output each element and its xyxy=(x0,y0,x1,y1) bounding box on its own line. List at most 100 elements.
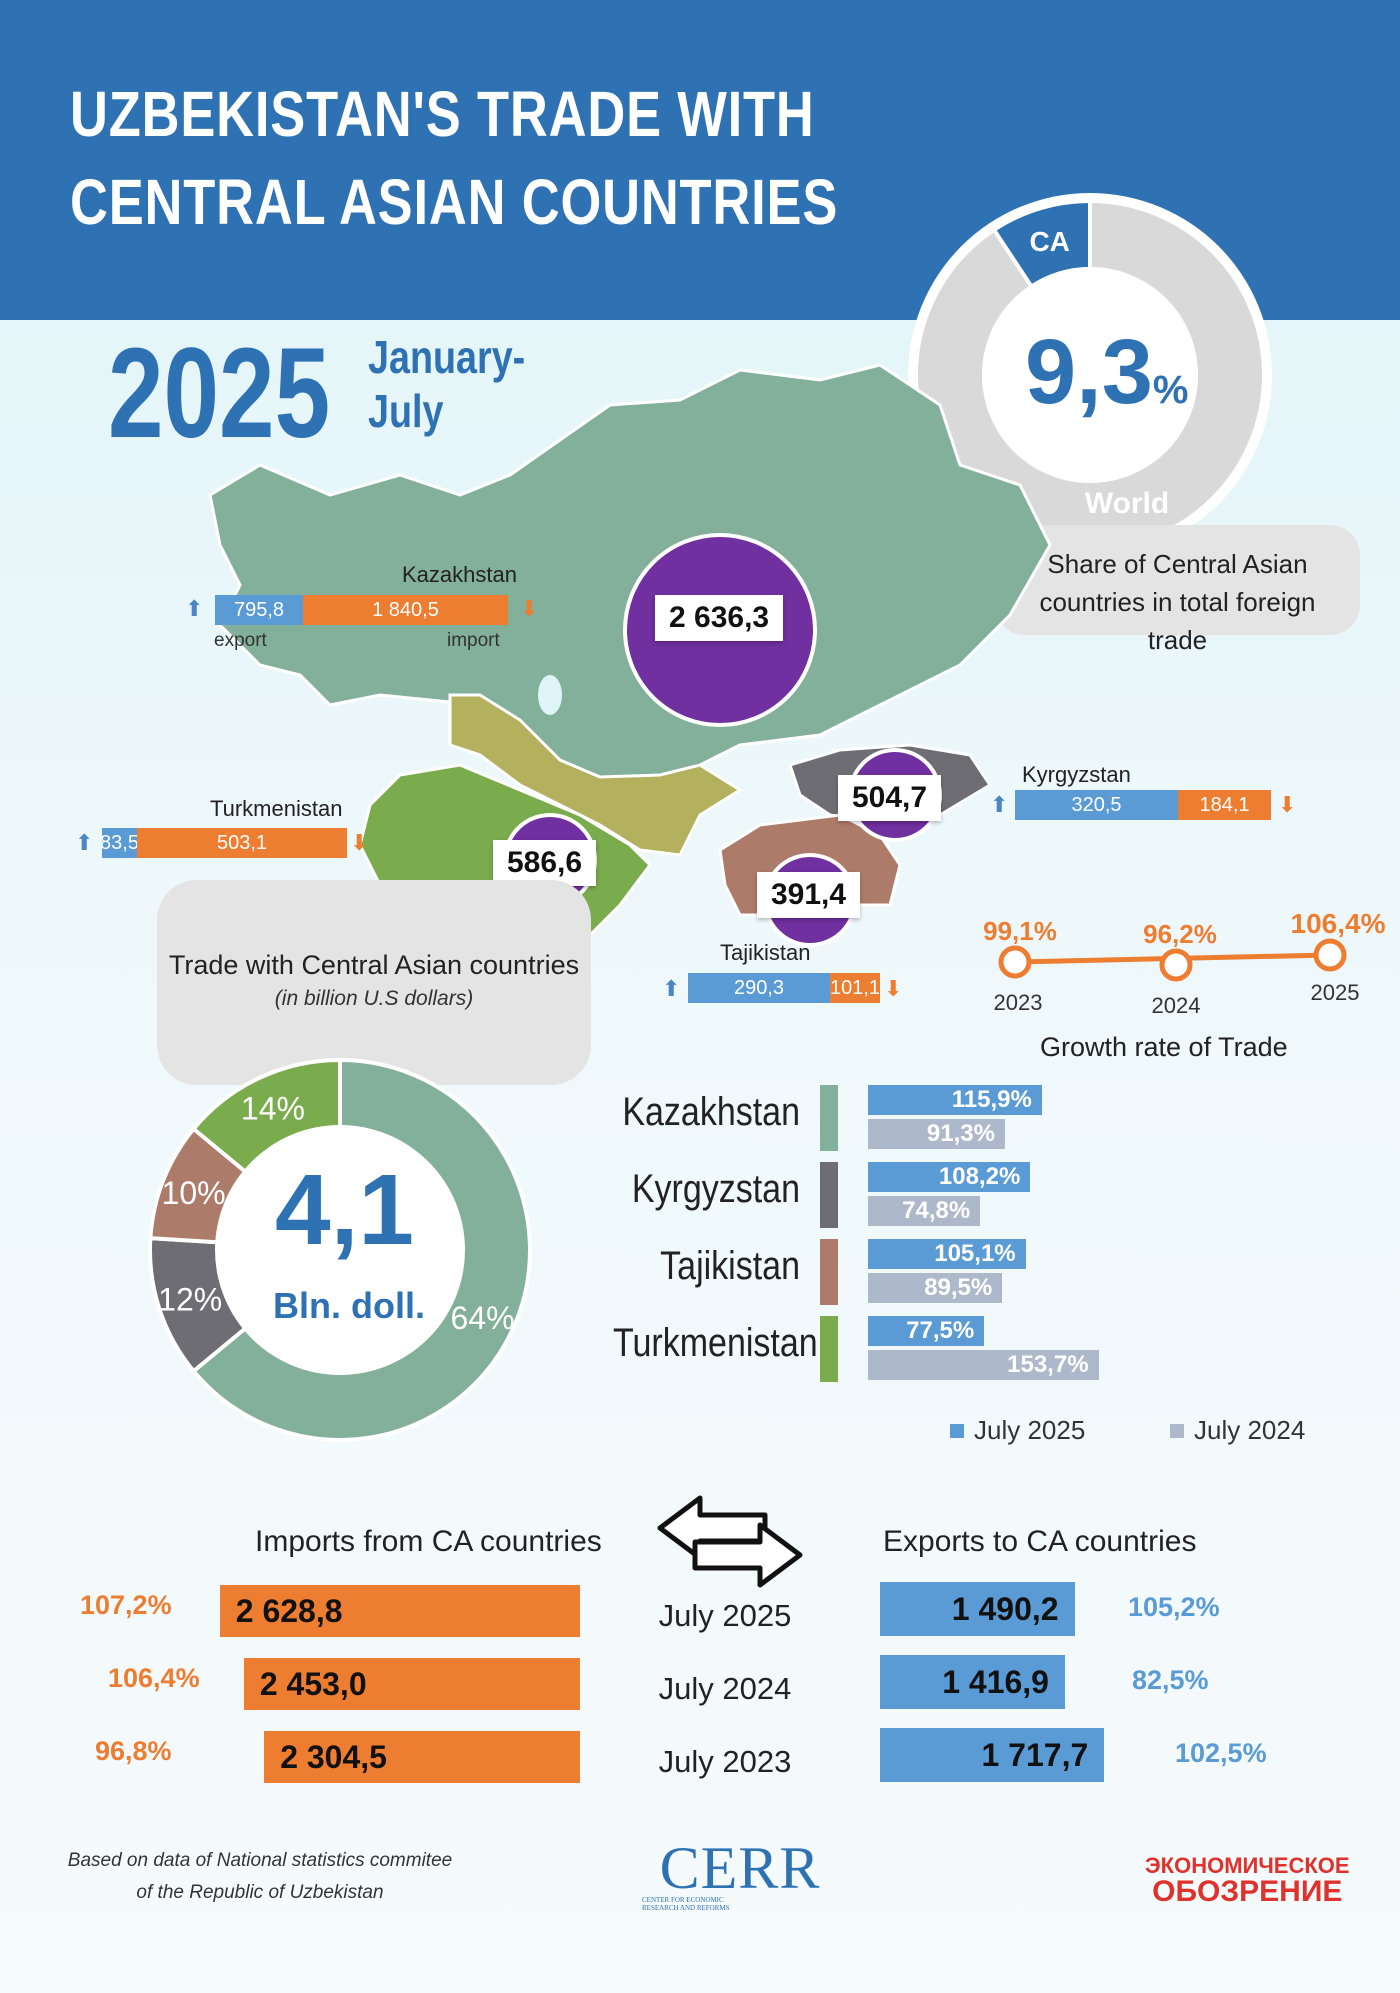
category-swatch xyxy=(820,1162,838,1228)
import-bar: 2 304,5 xyxy=(264,1731,580,1783)
bar-july-2024: 153,7% xyxy=(868,1350,1099,1380)
export-bar: 1 416,9 xyxy=(880,1655,1065,1709)
growth-year-2023: 2023 xyxy=(994,990,1043,1015)
world-label: World xyxy=(1085,487,1169,520)
growth-point-2024 xyxy=(1159,948,1193,982)
category-label: Kazakhstan xyxy=(622,1090,800,1134)
total-trade-donut: 64% 12% 10% 14% xyxy=(148,1057,532,1442)
import-bar: 2 628,8 xyxy=(219,1585,580,1637)
kyrgyzstan-total: 504,7 xyxy=(838,775,942,821)
growth-rate-chart: 99,1% 96,2% 106,4% 2023 2024 2025 xyxy=(983,908,1386,1018)
growth-value-2025: 106,4% xyxy=(1291,908,1386,939)
tajikistan-label: Tajikistan xyxy=(720,940,811,965)
growth-rate-title: Growth rate of Trade xyxy=(1040,1032,1288,1062)
turkmenistan-import: 503,1 xyxy=(137,828,347,858)
share-caption: Share of Central Asian countries in tota… xyxy=(1039,549,1316,655)
source-note: Based on data of National statistics com… xyxy=(60,1845,460,1909)
kyrgyzstan-trade-bar: 320,5 184,1 xyxy=(1015,790,1271,820)
kyrgyzstan-export: 320,5 xyxy=(1015,790,1178,820)
growth-year-2024: 2024 xyxy=(1152,993,1201,1018)
kyrgyzstan-label: Kyrgyzstan xyxy=(1022,762,1131,787)
up-arrow-icon: ⬆ xyxy=(662,976,681,1001)
category-label: Turkmenistan xyxy=(613,1321,818,1365)
turkmenistan-label: Turkmenistan xyxy=(210,796,343,821)
category-swatch xyxy=(820,1316,838,1382)
down-arrow-icon: ⬇ xyxy=(350,830,369,855)
period-label: July 2024 xyxy=(658,1671,792,1706)
bar-july-2024: 74,8% xyxy=(868,1196,981,1226)
turkmenistan-export: 83,5 xyxy=(100,828,139,858)
category-swatch xyxy=(820,1239,838,1305)
legend-swatch xyxy=(950,1423,964,1438)
country-growth-bar-chart: Kazakhstan 115,9% 91,3% Kyrgyzstan 108,2% 74,… xyxy=(580,1085,1380,1445)
period-label: July 2025 xyxy=(658,1598,792,1633)
total-trade-value: 4,1 xyxy=(275,1154,415,1266)
source-line-1: Based on data of National statistics com… xyxy=(67,1850,453,1871)
import-caption: import xyxy=(447,630,500,651)
bar-july-2025: 77,5% xyxy=(868,1316,985,1346)
share-donut-chart: CA World xyxy=(908,193,1272,557)
kazakhstan-export: 795,8 xyxy=(215,595,303,625)
kazakhstan-trade-bar: 795,8 1 840,5 xyxy=(215,595,508,625)
bar-july-2025: 105,1% xyxy=(868,1239,1026,1269)
flows-chart: 2 628,8 107,2% July 2025 1 490,2 105,2% 2 453… xyxy=(0,1570,1400,1810)
export-growth: 105,2% xyxy=(1128,1592,1220,1622)
bar-july-2025: 115,9% xyxy=(868,1085,1042,1115)
growth-value-2023: 99,1% xyxy=(983,916,1057,946)
tajikistan-trade-bar: 290,3 101,1 xyxy=(688,973,880,1003)
import-growth: 107,2% xyxy=(80,1590,172,1620)
total-trade-unit: Bln. doll. xyxy=(273,1285,425,1326)
up-arrow-icon: ⬆ xyxy=(75,830,94,855)
export-bar: 1 717,7 xyxy=(880,1728,1105,1782)
up-arrow-icon: ⬆ xyxy=(185,596,204,621)
legend-swatch xyxy=(1170,1423,1184,1438)
ca-label: CA xyxy=(1029,226,1069,257)
export-growth: 102,5% xyxy=(1175,1738,1267,1768)
tajikistan-export: 290,3 xyxy=(688,973,830,1003)
cerr-logo: CERR CENTER FOR ECONOMIC RESEARCH AND RE… xyxy=(640,1838,840,1912)
trade-note-box: Trade with Central Asian countries (in b… xyxy=(157,880,591,1085)
bar-july-2024: 91,3% xyxy=(868,1119,1005,1149)
kazakhstan-import: 1 840,5 xyxy=(303,595,508,625)
export-growth: 82,5% xyxy=(1132,1665,1209,1695)
share-unit: % xyxy=(1152,368,1189,412)
kazakhstan-total: 2 636,3 xyxy=(655,595,784,641)
category-swatch xyxy=(820,1085,838,1151)
kazakhstan-label: Kazakhstan xyxy=(402,562,517,587)
period-months: January-July xyxy=(368,331,526,437)
category-label: Kyrgyzstan xyxy=(631,1167,800,1211)
growth-value-2024: 96,2% xyxy=(1143,919,1217,949)
tajikistan-share-label: 10% xyxy=(162,1175,226,1211)
bar-july-2025: 108,2% xyxy=(868,1162,1031,1192)
down-arrow-icon: ⬇ xyxy=(884,976,903,1001)
import-growth: 96,8% xyxy=(95,1736,172,1766)
period-label: July 2023 xyxy=(658,1744,792,1779)
kyrgyzstan-import: 184,1 xyxy=(1178,790,1271,820)
economic-review-logo: ЭКОНОМИЧЕСКОЕ ОБОЗРЕНИЕ xyxy=(1145,1853,1350,1908)
bar-july-2024: 89,5% xyxy=(868,1273,1003,1303)
logo2-line1: ЭКОНОМИЧЕСКОЕ xyxy=(1145,1853,1350,1878)
trade-note-title: Trade with Central Asian countries xyxy=(168,950,580,980)
import-bar: 2 453,0 xyxy=(243,1658,580,1710)
uzbekistan-shape xyxy=(448,693,743,857)
kazakhstan-share-label: 64% xyxy=(450,1300,514,1336)
up-arrow-icon: ⬆ xyxy=(990,792,1009,817)
share-caption-box: Share of Central Asian countries in tota… xyxy=(995,525,1360,655)
exports-title: Exports to CA countries xyxy=(883,1525,1197,1558)
growth-point-2025 xyxy=(1313,938,1347,972)
logo2-line2: ОБОЗРЕНИЕ xyxy=(1152,1875,1343,1908)
source-line-2: of the Republic of Uzbekistan xyxy=(136,1882,384,1903)
import-growth: 106,4% xyxy=(108,1663,200,1693)
down-arrow-icon: ⬇ xyxy=(1278,792,1297,817)
share-value: 9,3% xyxy=(1025,322,1188,440)
tajikistan-import: 101,1 xyxy=(830,973,880,1003)
cerr-logo-subtitle: CENTER FOR ECONOMIC RESEARCH AND REFORMS xyxy=(642,1896,730,1912)
growth-point-2023 xyxy=(998,945,1032,979)
turkmenistan-total: 586,6 xyxy=(493,840,597,886)
legend-july-2024: July 2024 xyxy=(1170,1415,1305,1446)
imports-title: Imports from CA countries xyxy=(255,1525,602,1558)
export-caption: export xyxy=(214,630,267,651)
down-arrow-icon: ⬇ xyxy=(520,596,539,621)
legend-july-2025: July 2025 xyxy=(950,1415,1085,1446)
kyrgyzstan-share-label: 12% xyxy=(158,1282,222,1318)
